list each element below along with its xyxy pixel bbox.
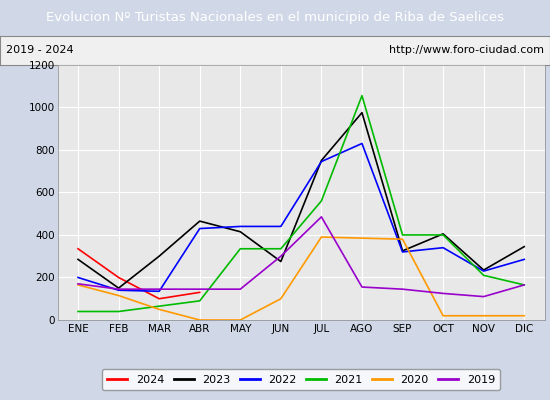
Text: 2019 - 2024: 2019 - 2024 [6,45,73,55]
Text: http://www.foro-ciudad.com: http://www.foro-ciudad.com [389,45,544,55]
Legend: 2024, 2023, 2022, 2021, 2020, 2019: 2024, 2023, 2022, 2021, 2020, 2019 [102,369,501,390]
Text: Evolucion Nº Turistas Nacionales en el municipio de Riba de Saelices: Evolucion Nº Turistas Nacionales en el m… [46,12,504,24]
